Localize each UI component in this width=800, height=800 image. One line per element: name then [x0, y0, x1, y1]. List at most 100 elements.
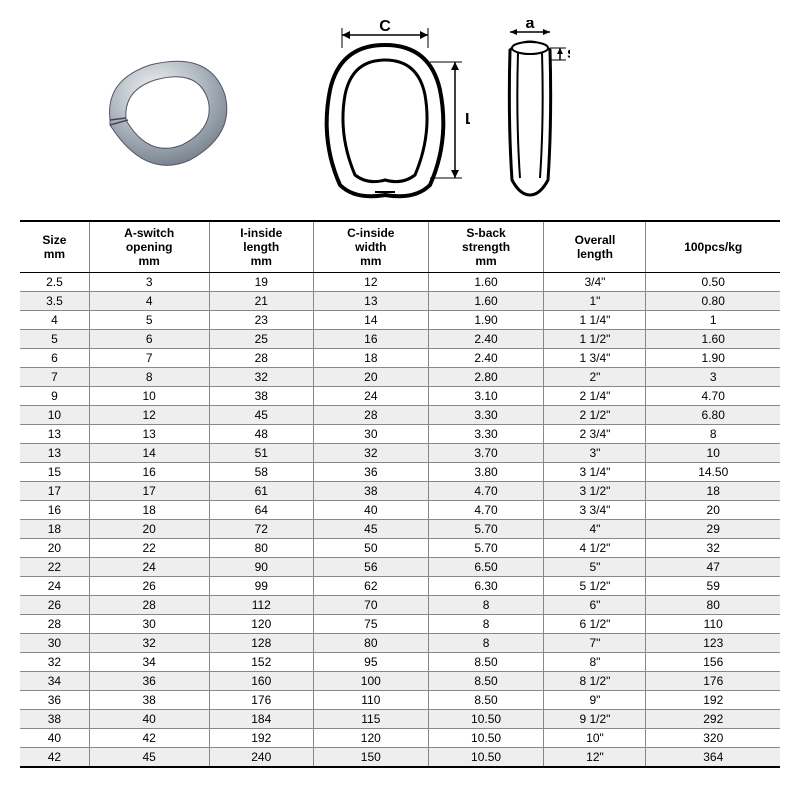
table-cell: 75 — [314, 615, 429, 634]
table-row: 424524015010.5012"364 — [20, 748, 780, 768]
table-cell: 2 3/4" — [544, 425, 646, 444]
table-cell: 32 — [646, 539, 780, 558]
table-cell: 1 — [646, 311, 780, 330]
thimble-photo-icon — [70, 40, 250, 180]
table-cell: 30 — [89, 615, 209, 634]
table-cell: 17 — [89, 482, 209, 501]
table-cell: 23 — [209, 311, 313, 330]
table-cell: 29 — [646, 520, 780, 539]
table-cell: 110 — [314, 691, 429, 710]
col-header-0: Sizemm — [20, 221, 89, 273]
table-cell: 12 — [89, 406, 209, 425]
table-cell: 28 — [209, 349, 313, 368]
table-cell: 13 — [20, 425, 89, 444]
table-cell: 120 — [209, 615, 313, 634]
front-diagram: C L — [300, 20, 470, 200]
table-cell: 32 — [89, 634, 209, 653]
table-cell: 25 — [209, 330, 313, 349]
table-cell: 64 — [209, 501, 313, 520]
table-row: 28301207586 1/2"110 — [20, 615, 780, 634]
table-header: SizemmA-switchopeningmmI-insidelengthmmC… — [20, 221, 780, 273]
table-cell: 42 — [20, 748, 89, 768]
table-cell: 80 — [209, 539, 313, 558]
table-cell: 292 — [646, 710, 780, 729]
table-cell: 156 — [646, 653, 780, 672]
col-header-5: Overalllength — [544, 221, 646, 273]
table-row: 36381761108.509"192 — [20, 691, 780, 710]
table-cell: 16 — [89, 463, 209, 482]
table-cell: 176 — [646, 672, 780, 691]
table-cell: 12" — [544, 748, 646, 768]
table-cell: 1 1/4" — [544, 311, 646, 330]
table-cell: 0.50 — [646, 273, 780, 292]
table-cell: 19 — [209, 273, 313, 292]
table-cell: 3 1/4" — [544, 463, 646, 482]
table-cell: 8.50 — [428, 691, 544, 710]
table-cell: 2" — [544, 368, 646, 387]
table-cell: 95 — [314, 653, 429, 672]
dim-a-label: a — [526, 20, 535, 32]
product-photo — [60, 35, 260, 185]
table-cell: 5.70 — [428, 520, 544, 539]
table-cell: 14.50 — [646, 463, 780, 482]
dim-c-label: C — [379, 20, 391, 35]
table-cell: 4 1/2" — [544, 539, 646, 558]
table-cell: 36 — [314, 463, 429, 482]
table-cell: 6 — [89, 330, 209, 349]
table-cell: 72 — [209, 520, 313, 539]
table-cell: 2.40 — [428, 330, 544, 349]
table-cell: 364 — [646, 748, 780, 768]
table-cell: 26 — [89, 577, 209, 596]
table-row: 151658363.803 1/4"14.50 — [20, 463, 780, 482]
table-row: 91038243.102 1/4"4.70 — [20, 387, 780, 406]
table-cell: 10.50 — [428, 710, 544, 729]
table-cell: 34 — [20, 672, 89, 691]
col-header-1: A-switchopeningmm — [89, 221, 209, 273]
table-cell: 50 — [314, 539, 429, 558]
table-cell: 70 — [314, 596, 429, 615]
table-cell: 192 — [209, 729, 313, 748]
table-row: 7832202.802"3 — [20, 368, 780, 387]
side-diagram: a s — [490, 20, 570, 200]
table-cell: 4" — [544, 520, 646, 539]
table-cell: 120 — [314, 729, 429, 748]
table-cell: 36 — [89, 672, 209, 691]
table-row: 3.5421131.601"0.80 — [20, 292, 780, 311]
table-cell: 240 — [209, 748, 313, 768]
table-cell: 20 — [314, 368, 429, 387]
table-cell: 18 — [646, 482, 780, 501]
table-cell: 6.80 — [646, 406, 780, 425]
table-cell: 8 — [428, 596, 544, 615]
table-cell: 152 — [209, 653, 313, 672]
table-cell: 40 — [314, 501, 429, 520]
table-cell: 45 — [314, 520, 429, 539]
table-cell: 20 — [646, 501, 780, 520]
table-cell: 36 — [20, 691, 89, 710]
table-cell: 1" — [544, 292, 646, 311]
table-cell: 38 — [20, 710, 89, 729]
table-row: 34361601008.508 1/2"176 — [20, 672, 780, 691]
table-row: 131348303.302 3/4"8 — [20, 425, 780, 444]
table-cell: 2.5 — [20, 273, 89, 292]
table-cell: 22 — [89, 539, 209, 558]
table-cell: 150 — [314, 748, 429, 768]
table-row: 101245283.302 1/2"6.80 — [20, 406, 780, 425]
table-cell: 47 — [646, 558, 780, 577]
table-cell: 61 — [209, 482, 313, 501]
table-cell: 115 — [314, 710, 429, 729]
table-cell: 3 — [646, 368, 780, 387]
table-cell: 80 — [314, 634, 429, 653]
table-cell: 30 — [314, 425, 429, 444]
table-cell: 160 — [209, 672, 313, 691]
table-row: 131451323.703"10 — [20, 444, 780, 463]
table-cell: 5" — [544, 558, 646, 577]
table-row: 2.5319121.603/4"0.50 — [20, 273, 780, 292]
table-row: 242699626.305 1/2"59 — [20, 577, 780, 596]
table-cell: 14 — [314, 311, 429, 330]
table-cell: 38 — [209, 387, 313, 406]
table-cell: 10.50 — [428, 729, 544, 748]
table-cell: 10 — [646, 444, 780, 463]
table-cell: 22 — [20, 558, 89, 577]
table-cell: 3.30 — [428, 425, 544, 444]
table-cell: 26 — [20, 596, 89, 615]
